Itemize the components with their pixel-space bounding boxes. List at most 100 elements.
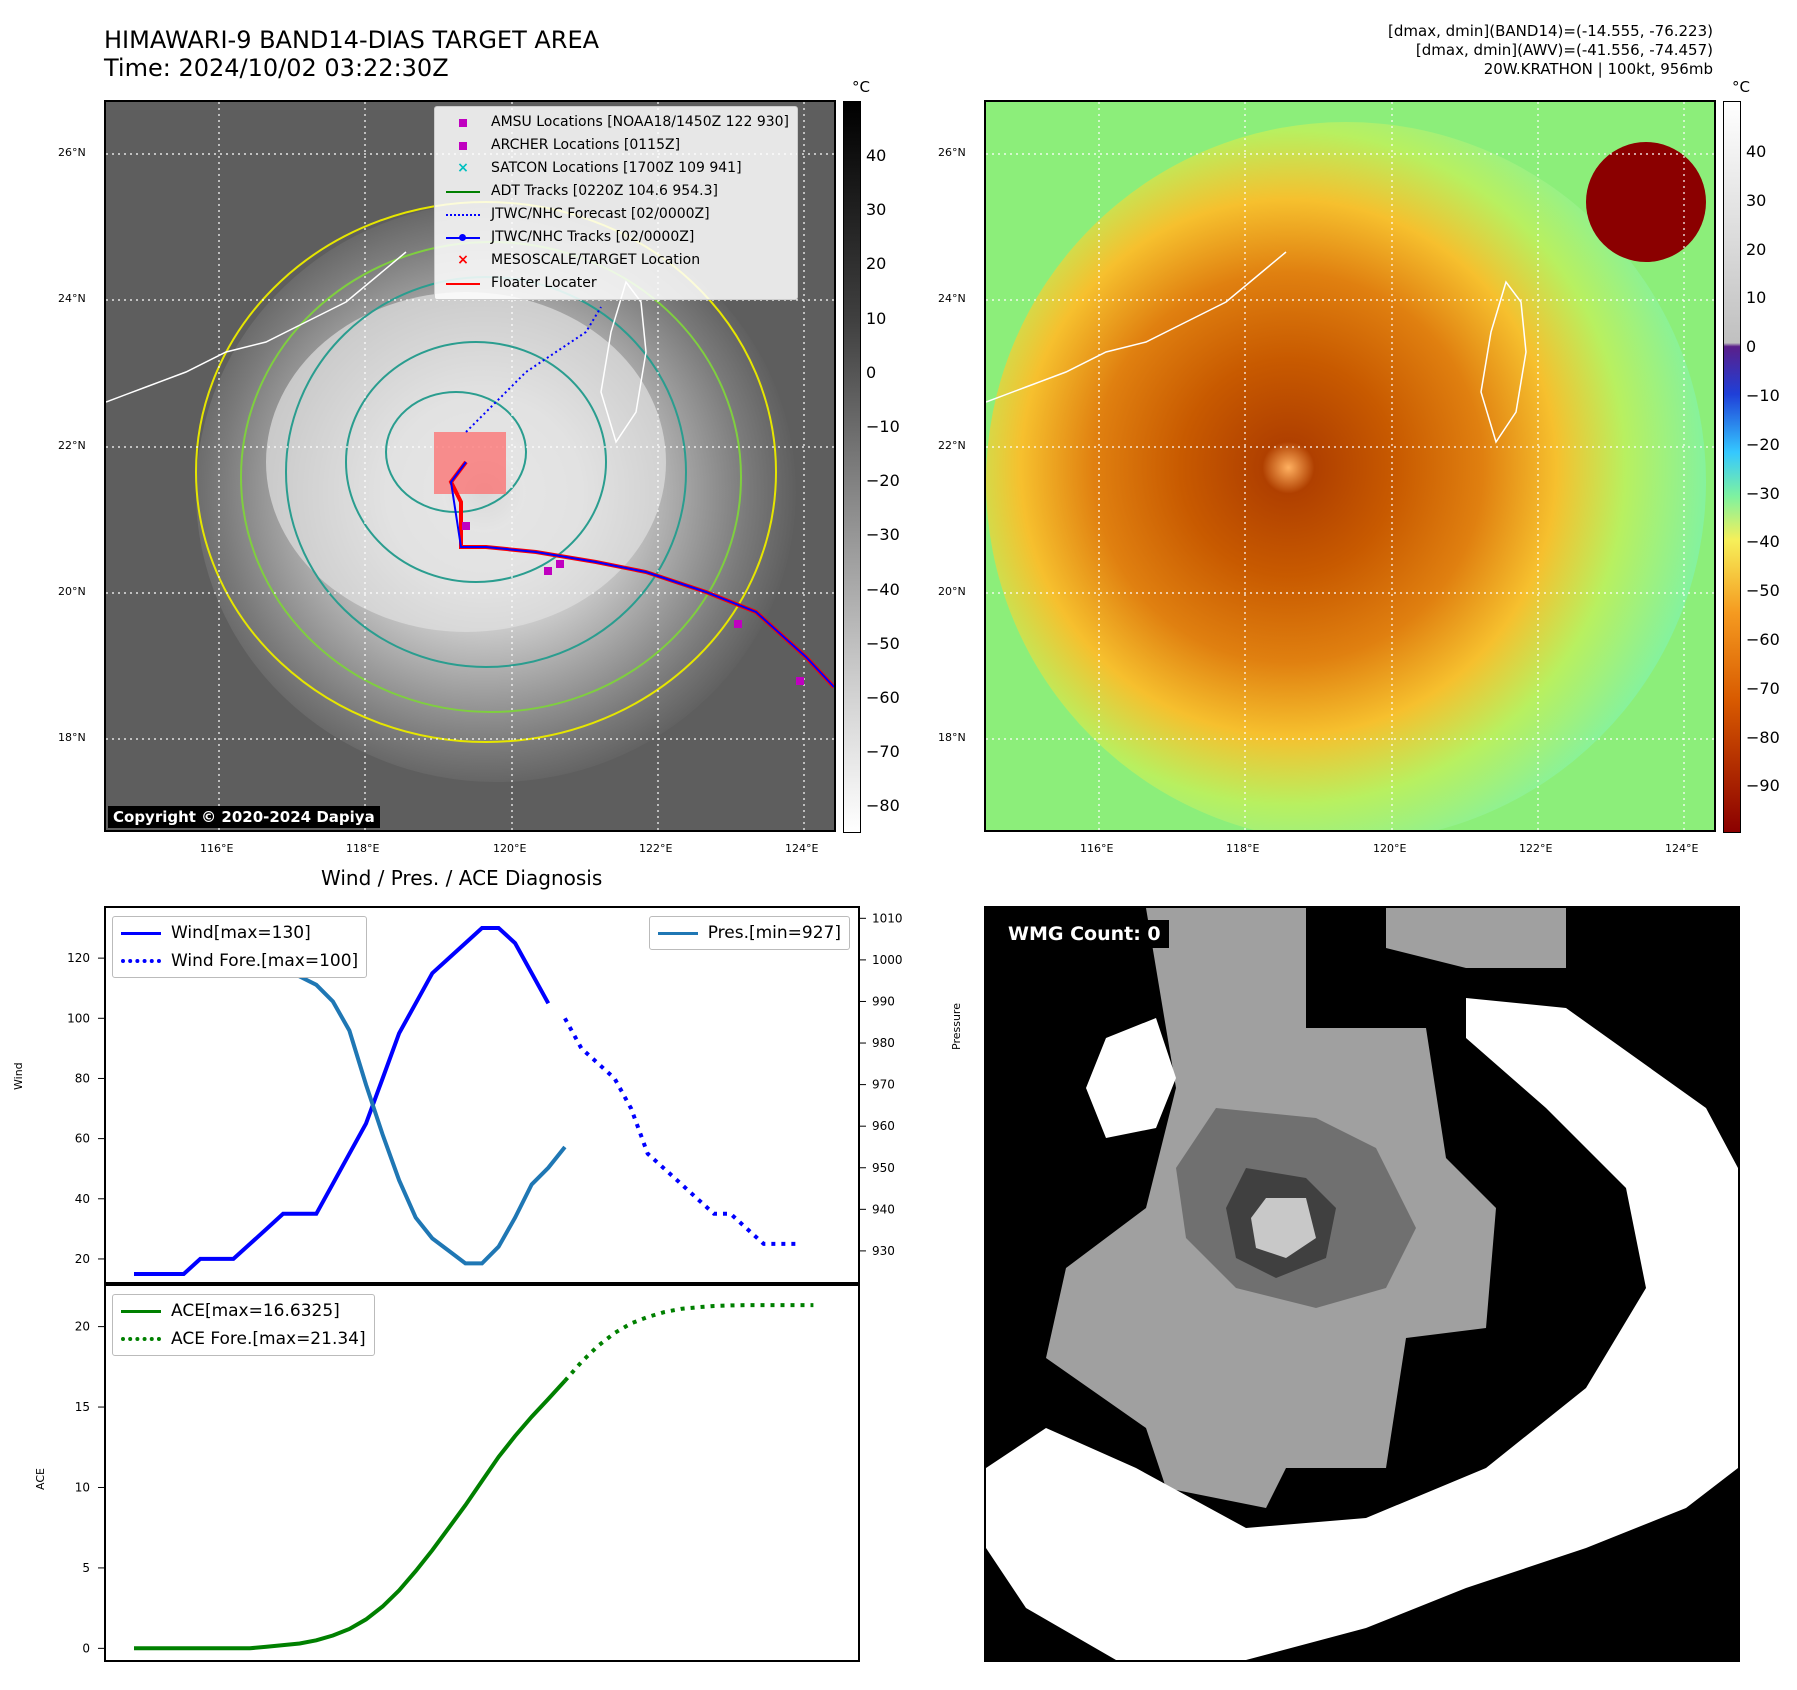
colorbar-right-unit: °C <box>1732 78 1750 96</box>
wmg-count-label: WMG Count: 0 <box>1000 920 1169 948</box>
colorbar-tick-label: −40 <box>866 579 900 599</box>
legend-entry: ADT Tracks [0220Z 104.6 954.3] <box>443 180 789 203</box>
lon-label: 118°E <box>346 842 380 855</box>
wind-axis-label: Wind <box>12 1062 25 1090</box>
y-tick-label: 15 <box>75 1400 90 1414</box>
colorbar-tick-label: 10 <box>866 308 887 328</box>
lon-label: 120°E <box>1373 842 1407 855</box>
dotted-line-icon <box>121 1337 161 1341</box>
y-right-tick-label: 1000 <box>872 953 903 967</box>
colorbar-tick-label: 40 <box>866 146 887 165</box>
wmg-panel: WMG Count: 0 <box>984 906 1740 1662</box>
wv-map-image <box>986 102 1714 830</box>
colorbar-tick-label: −70 <box>1746 678 1780 698</box>
storm-info: [dmax, dmin](BAND14)=(-14.555, -76.223) … <box>1388 22 1713 79</box>
legend-entry: JTWC/NHC Forecast [02/0000Z] <box>443 203 789 226</box>
lat-label: 24°N <box>938 292 966 305</box>
y-right-tick-label: 1010 <box>872 911 903 925</box>
y-right-tick-label: 960 <box>872 1119 895 1133</box>
pressure-axis-label: Pressure <box>950 1003 963 1050</box>
lon-label: 120°E <box>493 842 527 855</box>
square-marker-icon <box>443 139 483 153</box>
legend-entry: ACE[max=16.6325] <box>121 1297 366 1325</box>
colorbar-tick-label: −60 <box>1746 630 1780 649</box>
solid-line-icon <box>657 931 698 935</box>
ace-chart: 0 5 10 15 20 ACE[max=16.6325] ACE Fore.[max=… <box>75 1284 860 1662</box>
colorbar-tick-label: −20 <box>1746 434 1780 454</box>
legend-entry: × SATCON Locations [1700Z 109 941] <box>443 157 789 180</box>
colorbar-tick-label: −10 <box>866 417 900 436</box>
lat-label: 24°N <box>58 292 86 305</box>
colorbar-tick-label: −60 <box>866 688 900 707</box>
lat-label: 18°N <box>58 731 86 744</box>
lat-label: 20°N <box>58 585 86 598</box>
series-line-1 <box>563 1303 814 1383</box>
y-tick-label: 40 <box>75 1192 90 1206</box>
colorbar-tick-label: −40 <box>1746 532 1780 552</box>
colorbar-tick-label: 20 <box>1746 239 1767 259</box>
wind-pressure-chart: 20 40 60 80 100 120 930 940 950 960 970 980 990 1000 1… <box>67 906 903 1284</box>
y-tick-label: 80 <box>75 1071 90 1085</box>
dotted-line-icon <box>121 959 161 963</box>
pressure-legend: Pres.[min=927] <box>648 916 850 950</box>
x-marker-icon: × <box>457 160 469 176</box>
info-line-2: [dmax, dmin](AWV)=(-41.556, -74.457) <box>1415 41 1713 59</box>
legend-entry: Pres.[min=927] <box>657 919 841 947</box>
wmg-image <box>986 908 1738 1660</box>
legend-entry: Wind Fore.[max=100] <box>121 947 358 975</box>
colorbar-tick-label: −50 <box>1746 581 1780 601</box>
lon-label: 118°E <box>1226 842 1260 855</box>
colorbar-tick-label: −70 <box>866 742 900 762</box>
lon-label: 122°E <box>639 842 673 855</box>
colorbar-right <box>1723 101 1741 833</box>
colorbar-tick-label: −30 <box>866 525 900 545</box>
y-right-tick-label: 970 <box>872 1078 895 1092</box>
y-right-tick-label: 940 <box>872 1202 895 1216</box>
lat-label: 26°N <box>58 146 86 159</box>
y-tick-label: 120 <box>67 951 90 965</box>
legend-entry: ARCHER Locations [0115Z] <box>443 134 789 157</box>
colorbar-tick-label: −80 <box>866 796 900 816</box>
ir-map-panel: AMSU Locations [NOAA18/1450Z 122 930] AR… <box>104 100 836 832</box>
line-icon <box>443 277 483 291</box>
legend-entry: JTWC/NHC Tracks [02/0000Z] <box>443 226 789 249</box>
dotted-line-icon <box>443 208 483 222</box>
y-tick-label: 20 <box>75 1320 90 1334</box>
line-icon <box>443 185 483 199</box>
colorbar-tick-label: −30 <box>1746 483 1780 503</box>
lat-label: 26°N <box>938 146 966 159</box>
x-marker-icon: × <box>457 252 469 268</box>
lon-label: 122°E <box>1519 842 1553 855</box>
colorbar-tick-label: 10 <box>1746 288 1767 308</box>
copyright-label: Copyright © 2020-2024 Dapiya <box>108 806 380 828</box>
colorbar-tick-label: 0 <box>1746 337 1757 357</box>
legend-entry: Wind[max=130] <box>121 919 358 947</box>
lon-label: 116°E <box>1080 842 1114 855</box>
y-right-tick-label: 980 <box>872 1036 895 1050</box>
wind-legend: Wind[max=130] Wind Fore.[max=100] <box>112 916 368 978</box>
colorbar-tick-label: 30 <box>866 200 887 220</box>
legend-entry: ACE Fore.[max=21.34] <box>121 1325 366 1353</box>
y-tick-label: 0 <box>82 1641 90 1655</box>
colorbar-tick-label: −90 <box>1746 776 1780 796</box>
colorbar-left-unit: °C <box>852 78 870 96</box>
lon-label: 124°E <box>785 842 819 855</box>
lon-label: 116°E <box>200 842 234 855</box>
colorbar-tick-label: −80 <box>1746 727 1780 747</box>
square-marker-icon <box>443 116 483 130</box>
map-legend: AMSU Locations [NOAA18/1450Z 122 930] AR… <box>434 106 799 300</box>
legend-entry: Floater Locater <box>443 272 789 295</box>
lon-label: 124°E <box>1665 842 1699 855</box>
colorbar-tick-label: −20 <box>866 471 900 491</box>
legend-entry: × MESOSCALE/TARGET Location <box>443 249 789 272</box>
series-line-0 <box>134 926 551 1276</box>
ace-axis-label: ACE <box>34 1468 47 1490</box>
lat-label: 22°N <box>58 439 86 452</box>
colorbar-tick-label: −10 <box>1746 386 1780 405</box>
y-tick-label: 10 <box>75 1480 90 1494</box>
lat-label: 18°N <box>938 731 966 744</box>
title-line-2: Time: 2024/10/02 03:22:30Z <box>104 54 449 82</box>
y-tick-label: 100 <box>67 1011 90 1025</box>
ace-legend: ACE[max=16.6325] ACE Fore.[max=21.34] <box>112 1294 375 1356</box>
title-line-1: HIMAWARI-9 BAND14-DIAS TARGET AREA <box>104 26 600 54</box>
